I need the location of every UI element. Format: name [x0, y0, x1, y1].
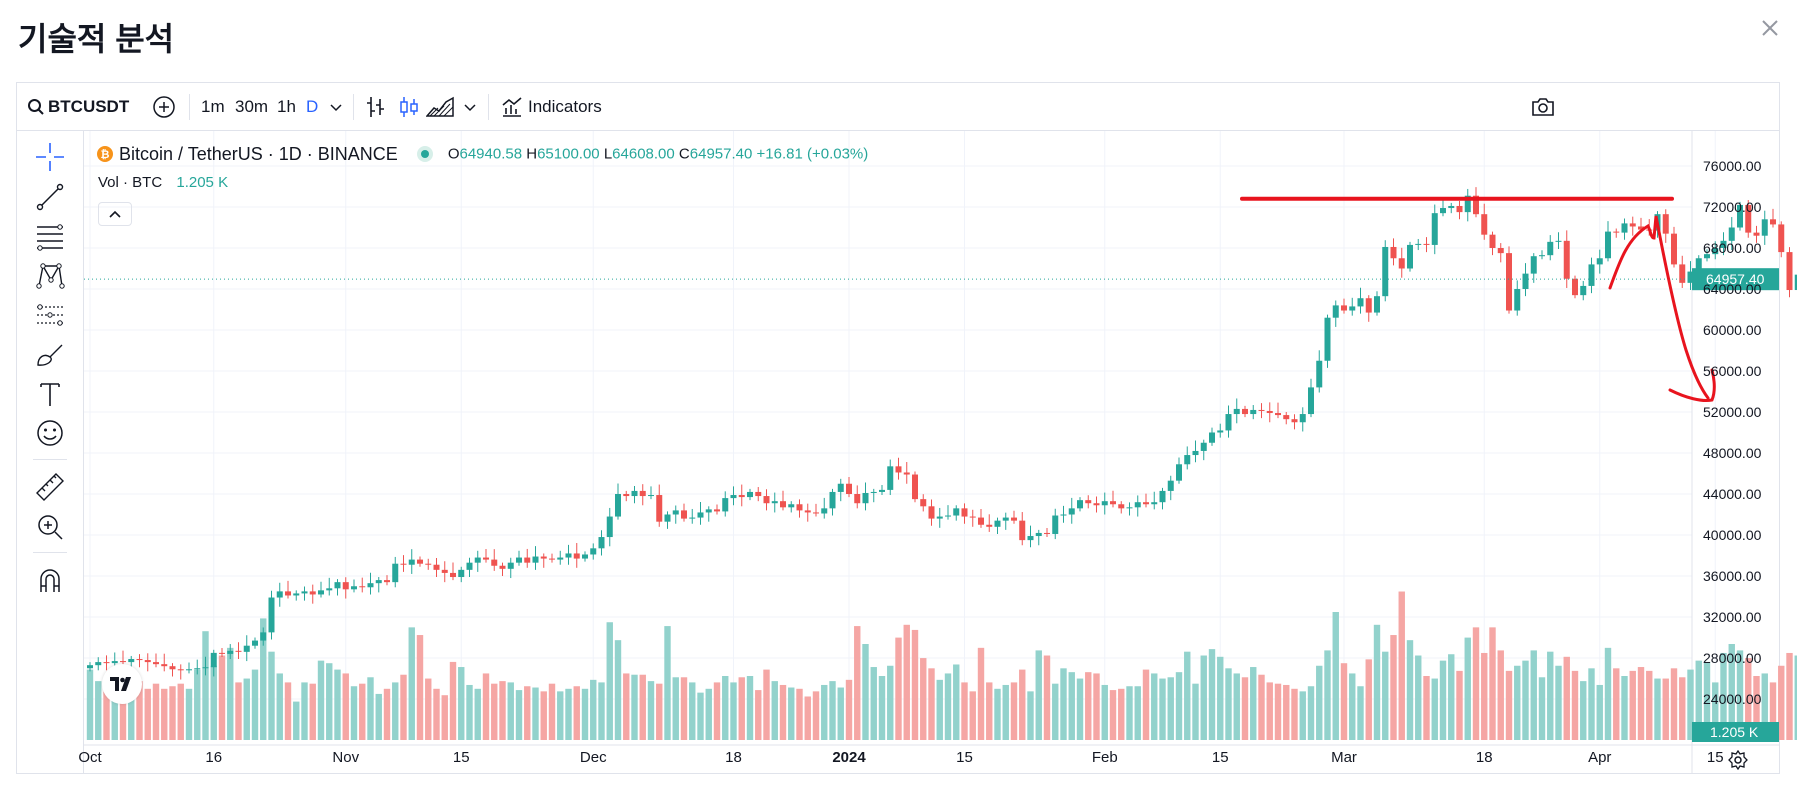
ruler-icon[interactable]	[34, 471, 66, 503]
drawing-toolbar	[17, 131, 84, 773]
collapse-legend-button[interactable]	[98, 202, 132, 226]
chevron-down-icon[interactable]	[464, 104, 476, 112]
text-icon[interactable]	[34, 378, 66, 410]
low-value: 64608.00	[612, 146, 675, 164]
volume-legend: Vol · BTC 1.205 K	[98, 174, 228, 191]
svg-text:₿: ₿	[101, 149, 110, 161]
indicators-icon[interactable]	[501, 96, 523, 118]
candle-body	[1786, 252, 1793, 291]
indicators-button[interactable]: Indicators	[528, 97, 602, 116]
magnet-icon[interactable]	[34, 564, 66, 596]
symbol-search-button[interactable]: BTCUSDT	[48, 97, 130, 116]
interval-d[interactable]: D	[306, 97, 319, 116]
ohlc-values: O64940.58 H65100.00 L64608.00 C64957.40 …	[447, 146, 869, 164]
tv-logo-icon	[110, 677, 131, 691]
close-icon[interactable]	[1760, 18, 1780, 38]
symbol-name[interactable]: Bitcoin / TetherUS · 1D · BINANCE	[119, 143, 398, 164]
zoom-in-icon[interactable]	[34, 511, 66, 543]
prediction-icon[interactable]	[34, 299, 66, 331]
fib-retracement-icon[interactable]	[34, 220, 66, 252]
volume-value: 1.205 K	[176, 174, 229, 191]
interval-1m[interactable]: 1m	[201, 97, 225, 116]
search-icon[interactable]	[27, 98, 45, 116]
chevron-down-icon[interactable]	[330, 104, 342, 112]
change-value: +16.81 (+0.03%)	[756, 146, 869, 164]
chart-widget	[16, 82, 1780, 774]
volume-label: Vol · BTC	[98, 174, 163, 191]
trend-line-icon[interactable]	[34, 181, 66, 213]
pattern-icon[interactable]	[34, 260, 66, 292]
candles-chart-icon[interactable]	[398, 95, 420, 119]
brush-icon[interactable]	[34, 339, 66, 371]
bars-chart-icon[interactable]	[365, 95, 387, 119]
interval-30m[interactable]: 30m	[235, 97, 269, 116]
chart-toolbar: BTCUSDT 1m 30m 1h D Indicators	[17, 84, 1779, 131]
page-title: 기술적 분석	[18, 21, 175, 57]
volume-bar	[1786, 652, 1793, 740]
crosshair-icon[interactable]	[34, 141, 66, 173]
tradingview-logo[interactable]	[102, 664, 142, 704]
open-value: 64940.58	[459, 146, 523, 164]
camera-icon[interactable]	[1530, 96, 1556, 118]
emoji-icon[interactable]	[34, 417, 66, 449]
market-status-icon	[416, 146, 433, 163]
bitcoin-icon: ₿	[97, 146, 113, 163]
compare-plus-icon[interactable]	[153, 96, 175, 118]
settings-gear-icon[interactable]	[1728, 750, 1748, 770]
area-chart-icon[interactable]	[426, 96, 454, 118]
chevron-up-icon	[109, 210, 121, 218]
interval-1h[interactable]: 1h	[277, 97, 296, 116]
close-value: 64957.40	[689, 146, 753, 164]
symbol-legend: ₿ Bitcoin / TetherUS · 1D · BINANCE O649…	[96, 143, 868, 165]
high-value: 65100.00	[537, 146, 600, 164]
